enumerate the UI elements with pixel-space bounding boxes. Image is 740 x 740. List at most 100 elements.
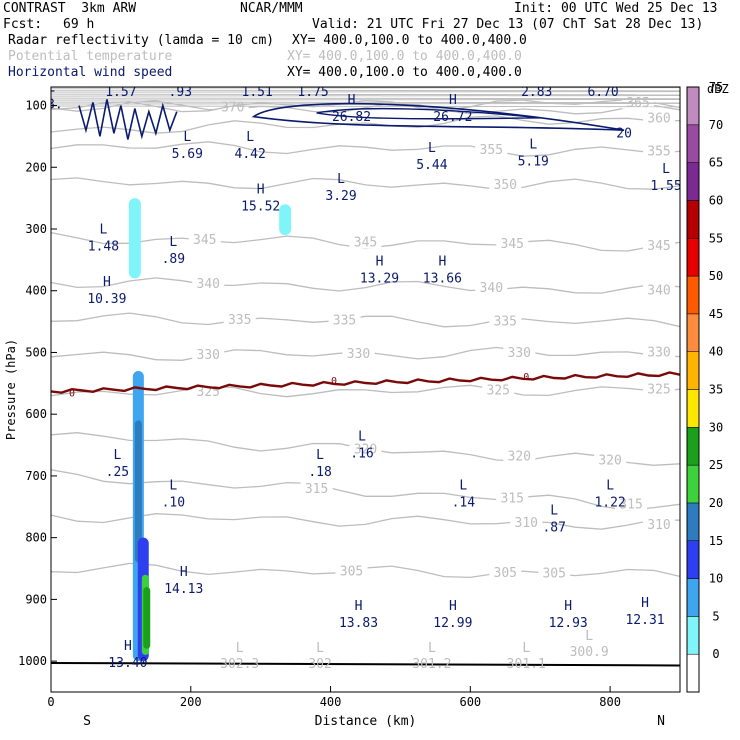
- wind-extremum-value: .14: [452, 496, 476, 511]
- isentrope-label: 335: [494, 315, 517, 330]
- field3-xy: XY= 400.0,100.0 to 400.0,400.0: [287, 65, 522, 80]
- colorbar-bin: [686, 389, 700, 428]
- isentrope-upper: [51, 93, 680, 96]
- x-tick-label: 800: [599, 695, 621, 709]
- wind-extremum-low: L: [113, 448, 121, 463]
- wind-extremum-high: H: [355, 599, 363, 614]
- x-tick-label: 200: [180, 695, 202, 709]
- theta-low-value: 302: [308, 657, 331, 672]
- wind-contour-jet-core: [251, 102, 625, 132]
- colorbar-bin: [686, 427, 700, 466]
- wind-extremum-value: 1.48: [88, 240, 119, 255]
- wind-extremum-high: H: [564, 599, 572, 614]
- wind-extremum-low: L: [459, 479, 467, 494]
- isentrope-label-bg: [342, 346, 375, 361]
- colorbar-bin: [686, 616, 700, 655]
- wind-extremum-low: L: [358, 429, 366, 444]
- wind-extremum-low: L: [316, 448, 324, 463]
- wind-extremum-high: H: [348, 93, 356, 108]
- isentrope-label: 335: [228, 313, 251, 328]
- isentrope-label-bg: [503, 448, 536, 463]
- wind-extremum-value: 1.57: [105, 85, 136, 100]
- wind-extremum-value: 13.83: [339, 616, 378, 631]
- isentrope-upper: [51, 97, 680, 100]
- isentrope-upper: [51, 87, 680, 89]
- isentrope-label-bg: [489, 564, 522, 579]
- isentrope-label: 315: [305, 482, 328, 497]
- wind-extremum-low: L: [117, 68, 125, 83]
- isentrope-upper: [51, 98, 680, 101]
- isentrope-label-bg: [489, 313, 522, 328]
- wind-extremum-value: 13.66: [423, 272, 462, 287]
- isentrope-370: [51, 100, 680, 115]
- wind-extremum-low: L: [337, 172, 345, 187]
- isentrope-label-bg: [475, 141, 508, 156]
- y-tick-label: 900: [25, 592, 47, 606]
- isentrope-label-bg: [349, 441, 382, 456]
- wind-extremum-value: 1.22: [594, 496, 625, 511]
- wind-extremum-low: L: [662, 162, 670, 177]
- reflectivity-cell: [279, 204, 292, 236]
- init-time: Init: 00 UTC Wed 25 Dec 13: [514, 1, 718, 16]
- y-tick-label: 800: [25, 531, 47, 545]
- isentrope-325: [51, 384, 680, 398]
- wind-extremum-value: 5.19: [518, 154, 549, 169]
- reflectivity-cell: [143, 587, 151, 649]
- isentrope-310: [51, 513, 680, 530]
- theta-low-marker: L: [585, 629, 593, 644]
- isentrope-label-bg: [594, 452, 627, 467]
- isentrope-label: 330: [647, 346, 670, 361]
- isentrope-label-bg: [489, 176, 522, 191]
- colorbar-bin: [686, 86, 700, 126]
- wind-extremum-value: 12.31: [625, 613, 664, 628]
- theta-low-value: 301.1: [507, 657, 546, 672]
- isentrope-upper: [51, 95, 680, 97]
- colorbar-unit: dBZ: [707, 82, 729, 96]
- isentrope-label-bg: [349, 234, 382, 249]
- colorbar-bin: [686, 124, 700, 163]
- wind-extremum-value: .16: [350, 446, 373, 461]
- wind-extremum-low: L: [169, 479, 177, 494]
- isentrope-label: 315: [619, 497, 642, 512]
- colorbar-bin: [686, 653, 700, 693]
- isentrope-335: [51, 312, 680, 328]
- field3-name: Horizontal wind speed: [8, 65, 173, 80]
- colorbar-label: 55: [709, 231, 723, 245]
- wind-extremum-high: H: [438, 255, 446, 270]
- isentrope-label: 340: [647, 283, 670, 298]
- colorbar-frame: [686, 86, 700, 693]
- isentrope-label-bg: [328, 312, 361, 327]
- reflectivity-cell: [134, 420, 142, 563]
- isentrope-label: 320: [508, 449, 531, 464]
- colorbar-bin: [686, 313, 700, 352]
- field1-xy: XY= 400.0,100.0 to 400.0,400.0: [292, 33, 527, 48]
- x-tick-label: 0: [47, 695, 54, 709]
- isentrope-label-bg: [643, 344, 676, 359]
- wind-contour-label: 0: [69, 389, 75, 400]
- isentrope-label: 335: [333, 314, 356, 329]
- colorbar-label: 20: [709, 496, 723, 510]
- wind-extremum-value: .93: [169, 85, 192, 100]
- wind-extremum-value: 10.39: [87, 292, 126, 307]
- isentrope-label-bg: [510, 515, 543, 530]
- isentrope-label-bg: [643, 381, 676, 396]
- field1-name: Radar reflectivity (lamda = 10 cm): [8, 33, 275, 48]
- wind-extremum-high: H: [103, 275, 111, 290]
- x-axis-title: Distance (km): [315, 714, 417, 729]
- isentrope-label: 330: [197, 348, 220, 363]
- isentrope-label-bg: [482, 382, 515, 397]
- wind-extremum-low: L: [183, 130, 191, 145]
- y-tick-label: 600: [25, 407, 47, 421]
- wind-extremum-value: 12.99: [433, 616, 472, 631]
- isentrope-label-bg: [475, 279, 508, 294]
- colorbar-label: 65: [709, 156, 723, 170]
- wind-extremum-value: 6.70: [587, 85, 618, 100]
- isentrope-315: [51, 469, 680, 511]
- isentrope-label-bg: [223, 311, 256, 326]
- isentrope-label: 360: [647, 111, 670, 126]
- wind-extremum-value: 3.29: [325, 189, 356, 204]
- colorbar-label: 50: [709, 269, 723, 283]
- isentrope-label: 310: [515, 516, 538, 531]
- wind-extremum-value: 15.52: [241, 199, 280, 214]
- y-axis-title: Pressure (hPa): [4, 339, 18, 440]
